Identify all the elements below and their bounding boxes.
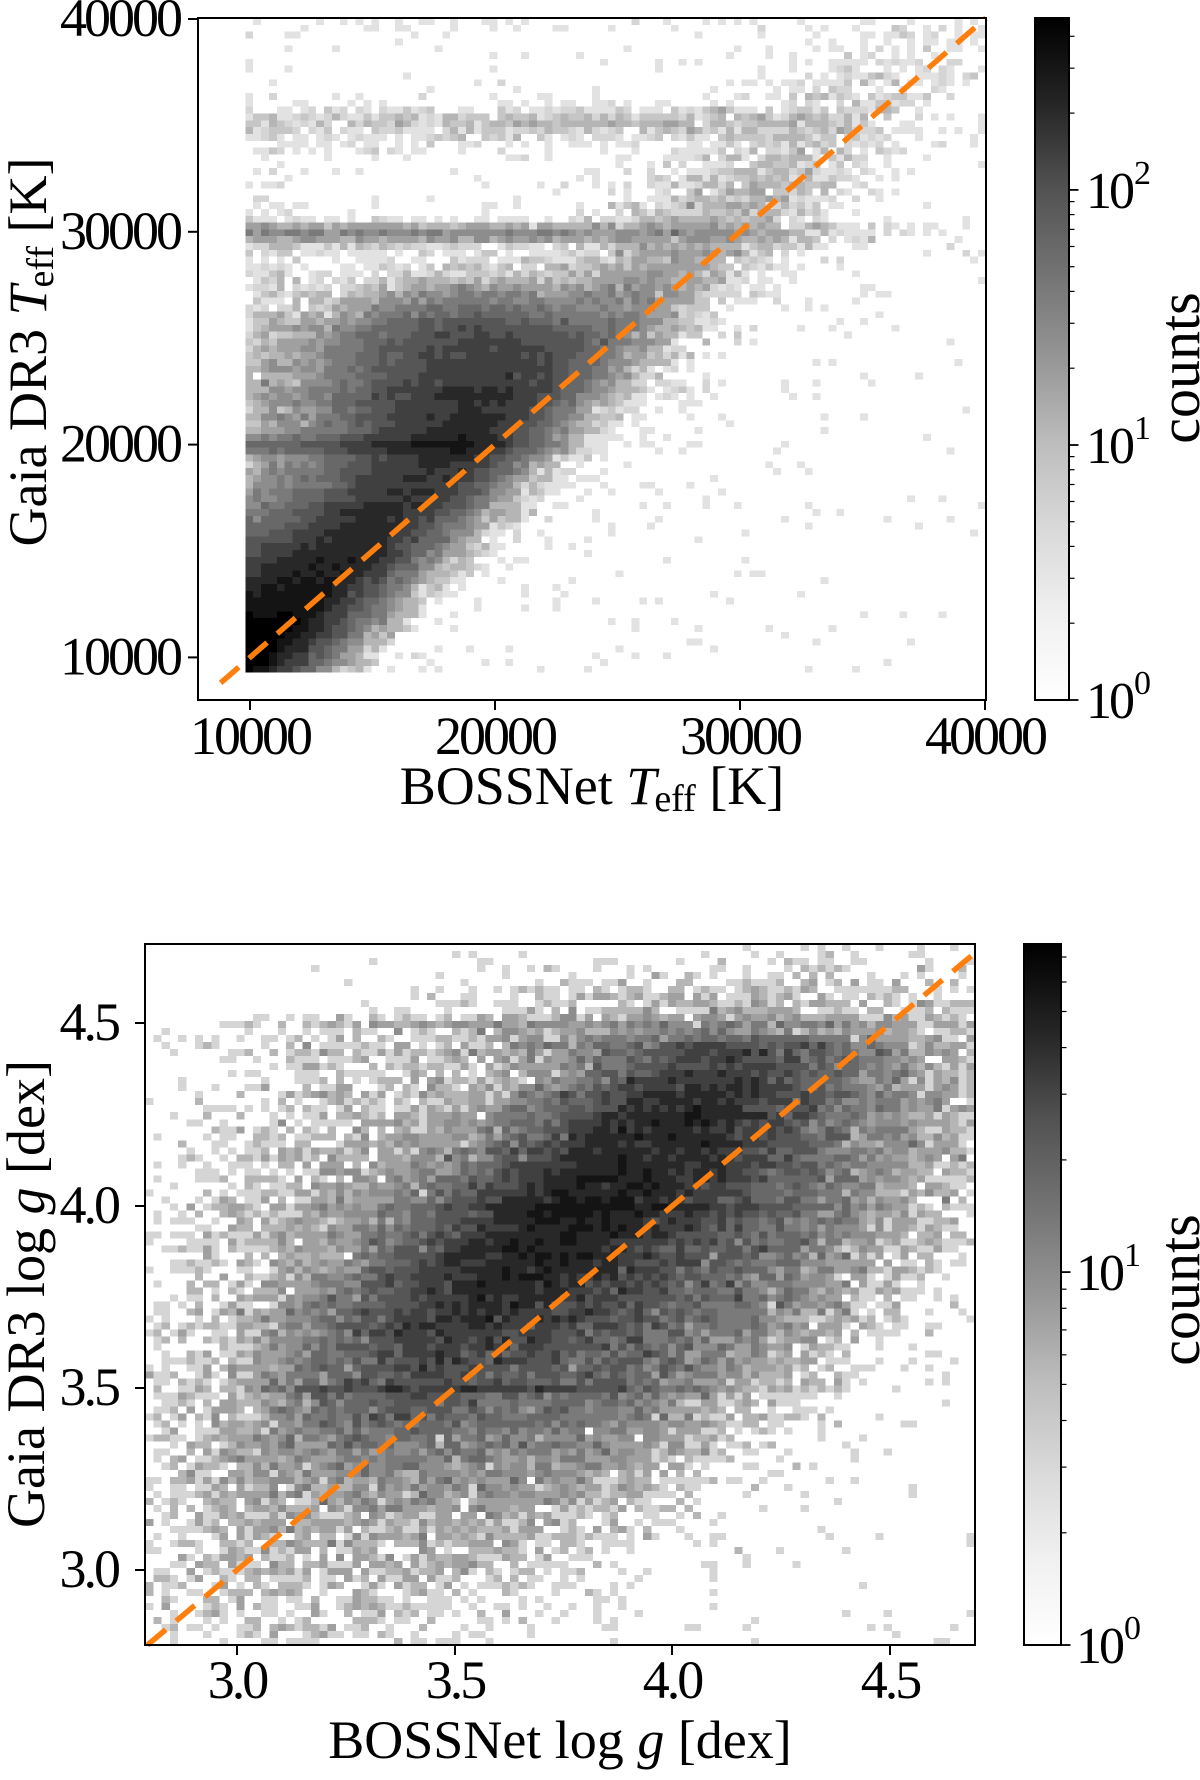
svg-text:counts: counts	[1147, 292, 1200, 443]
svg-text:BOSSNet Teff [K]: BOSSNet Teff [K]	[400, 756, 785, 820]
svg-text:40000: 40000	[60, 0, 181, 48]
svg-text:4.5: 4.5	[60, 992, 120, 1052]
svg-text:3.0: 3.0	[208, 1650, 268, 1710]
svg-text:3.0: 3.0	[60, 1539, 120, 1599]
svg-text:20000: 20000	[60, 414, 181, 474]
svg-text:BOSSNet log g [dex]: BOSSNet log g [dex]	[328, 1710, 792, 1770]
svg-text:10000: 10000	[60, 626, 181, 686]
svg-text:counts: counts	[1147, 1214, 1200, 1365]
svg-text:101: 101	[1086, 410, 1149, 475]
svg-text:4.5: 4.5	[861, 1650, 921, 1710]
svg-text:3.5: 3.5	[426, 1650, 486, 1710]
svg-text:Gaia DR3 Teff [K]: Gaia DR3 Teff [K]	[0, 158, 62, 547]
svg-text:4.0: 4.0	[643, 1650, 703, 1710]
svg-text:10000: 10000	[190, 706, 311, 766]
svg-text:30000: 30000	[60, 201, 181, 261]
svg-text:Gaia DR3 log g [dex]: Gaia DR3 log g [dex]	[0, 1060, 56, 1528]
svg-text:100: 100	[1076, 1610, 1140, 1675]
svg-text:30000: 30000	[680, 706, 801, 766]
svg-text:20000: 20000	[435, 706, 556, 766]
svg-text:40000: 40000	[925, 706, 1046, 766]
svg-text:4.0: 4.0	[60, 1175, 120, 1235]
svg-text:3.5: 3.5	[60, 1357, 120, 1417]
